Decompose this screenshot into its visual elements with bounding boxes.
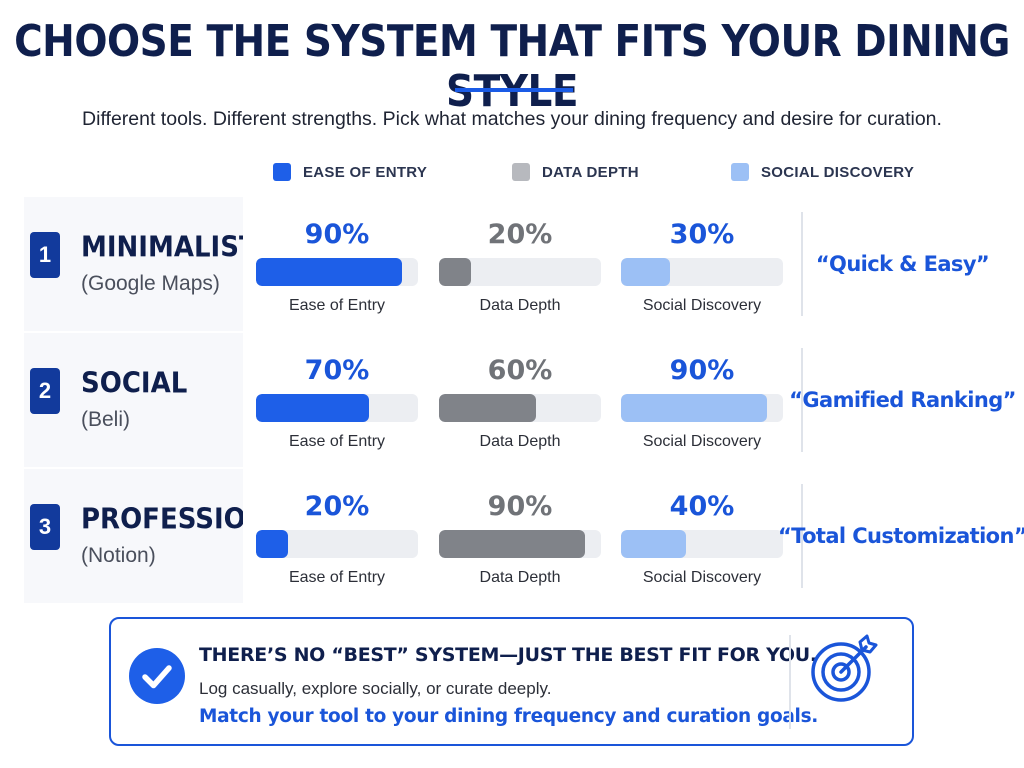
metrics-cell: 20% Ease of Entry 90% Data Depth 40% Social D…: [245, 469, 1024, 603]
legend-item-social-discovery: SOCIAL DISCOVERY: [731, 160, 914, 184]
bar: [439, 530, 585, 558]
metric-label: Data Depth: [479, 297, 561, 314]
legend-label: DATA DEPTH: [542, 163, 639, 181]
rank-badge: 3: [30, 504, 60, 550]
system-tagline: “Total Customization”: [777, 524, 1024, 548]
cell-divider: [243, 333, 245, 467]
bar: [621, 530, 686, 558]
system-row: 2 SOCIAL (Beli) 70% Ease of Entry 60% Data Dep…: [24, 333, 1016, 467]
data-label: 40%: [669, 491, 735, 522]
metrics-cell: 90% Ease of Entry 20% Data Depth 30% Social D…: [245, 197, 1000, 331]
bar-track: [439, 258, 601, 286]
metric-label: Ease of Entry: [288, 433, 386, 450]
metric-label: Data Depth: [479, 569, 561, 586]
bar: [621, 258, 670, 286]
callout-emphasis: Match your tool to your dining frequency…: [199, 706, 819, 727]
row-divider: [24, 331, 1000, 334]
bar-track: [621, 394, 783, 422]
metric-social-discovery: 40% Social Discovery: [621, 469, 783, 603]
data-label: 60%: [487, 355, 553, 386]
bar: [439, 258, 471, 286]
data-label: 70%: [304, 355, 370, 386]
system-tagline: “Gamified Ranking”: [789, 388, 1016, 412]
data-label: 20%: [304, 491, 370, 522]
system-row: 1 MINIMALIST (Google Maps) 90% Ease of Entry…: [24, 197, 1000, 331]
bar-track: [256, 530, 418, 558]
system-tool: (Beli): [81, 408, 131, 431]
title-underline: [455, 88, 573, 92]
metric-data-depth: 90% Data Depth: [439, 469, 601, 603]
bar: [621, 394, 767, 422]
bar: [256, 530, 288, 558]
system-name-cell: 2 SOCIAL (Beli): [24, 333, 244, 467]
system-name: MINIMALIST: [81, 231, 257, 264]
bar-track: [621, 258, 783, 286]
bar: [439, 394, 536, 422]
bar-track: [621, 530, 783, 558]
system-tagline: “Quick & Easy”: [815, 252, 990, 276]
bar-track: [256, 394, 418, 422]
metrics-cell: 70% Ease of Entry 60% Data Depth 90% Social D…: [245, 333, 1016, 467]
metric-label: Social Discovery: [642, 433, 762, 450]
legend-label: SOCIAL DISCOVERY: [761, 163, 915, 181]
bar-track: [439, 530, 601, 558]
callout-divider: [789, 635, 791, 729]
metric-ease-of-entry: 20% Ease of Entry: [256, 469, 418, 603]
bar-track: [439, 394, 601, 422]
rank-badge: 1: [30, 232, 60, 278]
bar-track: [256, 258, 418, 286]
metric-label: Social Discovery: [642, 297, 762, 314]
system-tool: (Notion): [81, 544, 156, 567]
metric-ease-of-entry: 70% Ease of Entry: [256, 333, 418, 467]
quote-divider: [801, 212, 803, 316]
bar: [256, 394, 369, 422]
quote-divider: [801, 484, 803, 588]
rank-badge: 2: [30, 368, 60, 414]
metric-label: Ease of Entry: [288, 569, 386, 586]
data-label: 90%: [487, 491, 553, 522]
target-arrow-icon: [811, 634, 878, 702]
legend-item-data-depth: DATA DEPTH: [512, 160, 639, 184]
data-label: 30%: [669, 219, 735, 250]
takeaway-callout: THERE’S NO “BEST” SYSTEM—JUST THE BEST F…: [109, 617, 914, 746]
row-divider: [24, 467, 1000, 470]
page-subtitle: Different tools. Different strengths. Pi…: [82, 108, 942, 130]
metric-label: Social Discovery: [642, 569, 762, 586]
system-tool: (Google Maps): [81, 272, 220, 295]
system-name-cell: 3 PROFESSIONAL (Notion): [24, 469, 304, 603]
metric-data-depth: 60% Data Depth: [439, 333, 601, 467]
page-title: CHOOSE THE SYSTEM THAT FITS YOUR DINING …: [14, 16, 1010, 118]
chart-legend: EASE OF ENTRY DATA DEPTH SOCIAL DISCOVER…: [0, 160, 1024, 184]
legend-swatch-data-depth: [512, 163, 530, 181]
legend-swatch-social-discovery: [731, 163, 749, 181]
cell-divider: [243, 197, 245, 331]
system-row: 3 PROFESSIONAL (Notion) 20% Ease of Entry 90%…: [24, 469, 1024, 603]
data-label: 20%: [487, 219, 553, 250]
metric-ease-of-entry: 90% Ease of Entry: [256, 197, 418, 331]
legend-swatch-ease-of-entry: [273, 163, 291, 181]
bar: [256, 258, 402, 286]
callout-body: Log casually, explore socially, or curat…: [199, 679, 552, 698]
metric-social-discovery: 90% Social Discovery: [621, 333, 783, 467]
metric-label: Ease of Entry: [288, 297, 386, 314]
cell-divider: [243, 469, 245, 603]
system-name: SOCIAL: [81, 367, 188, 400]
callout-heading: THERE’S NO “BEST” SYSTEM—JUST THE BEST F…: [199, 644, 817, 666]
check-circle-icon: [129, 648, 185, 704]
comparison-rows: 1 MINIMALIST (Google Maps) 90% Ease of Entry…: [24, 197, 1024, 603]
metric-data-depth: 20% Data Depth: [439, 197, 601, 331]
system-name-cell: 1 MINIMALIST (Google Maps): [24, 197, 257, 331]
data-label: 90%: [669, 355, 735, 386]
legend-item-ease-of-entry: EASE OF ENTRY: [273, 160, 427, 184]
quote-divider: [801, 348, 803, 452]
data-label: 90%: [304, 219, 370, 250]
metric-social-discovery: 30% Social Discovery: [621, 197, 783, 331]
metric-label: Data Depth: [479, 433, 561, 450]
legend-label: EASE OF ENTRY: [303, 163, 428, 181]
